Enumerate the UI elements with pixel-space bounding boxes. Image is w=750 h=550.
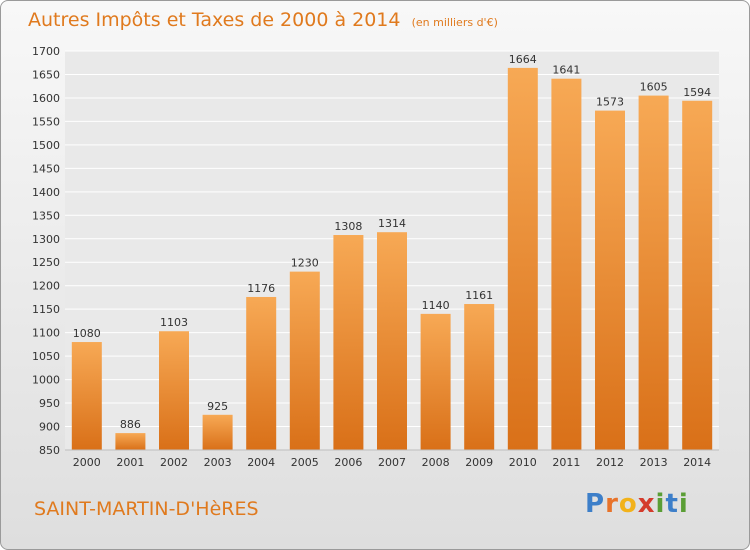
y-tick-label: 1100 xyxy=(32,327,60,340)
logo-letter: i xyxy=(678,489,689,519)
y-tick-label: 1650 xyxy=(32,68,60,81)
chart-title-main: Autres Impôts et Taxes de 2000 à 2014 xyxy=(28,9,401,31)
data-label: 1161 xyxy=(465,289,493,302)
y-tick-label: 1400 xyxy=(32,186,60,199)
bar xyxy=(551,78,582,450)
bar xyxy=(682,100,713,451)
logo-letter: t xyxy=(665,489,679,519)
bar xyxy=(595,110,625,450)
bar xyxy=(246,296,277,450)
x-tick-label: 2002 xyxy=(160,456,188,469)
y-tick-label: 1150 xyxy=(32,303,60,316)
x-tick-label: 2013 xyxy=(640,456,668,469)
y-tick-label: 1200 xyxy=(32,280,60,293)
data-label: 1641 xyxy=(552,64,580,77)
logo-letter: i xyxy=(655,489,666,519)
bar xyxy=(507,67,538,450)
bar xyxy=(638,95,669,450)
logo-letter: P xyxy=(585,489,606,519)
x-tick-label: 2011 xyxy=(552,456,580,469)
x-tick-label: 2010 xyxy=(509,456,537,469)
chart-title: Autres Impôts et Taxes de 2000 à 2014 (e… xyxy=(28,9,498,31)
data-label: 886 xyxy=(120,418,141,431)
y-tick-label: 1250 xyxy=(32,256,60,269)
data-label: 1176 xyxy=(247,282,275,295)
bar xyxy=(333,235,364,450)
bar xyxy=(420,313,451,450)
logo-letter: o xyxy=(618,489,638,519)
data-label: 1573 xyxy=(596,96,624,109)
data-label: 1314 xyxy=(378,217,406,230)
y-tick-label: 1300 xyxy=(32,233,60,246)
chart-title-unit: (en milliers d'€) xyxy=(411,16,498,29)
bar xyxy=(115,433,146,450)
y-tick-label: 1500 xyxy=(32,139,60,152)
x-tick-label: 2003 xyxy=(204,456,232,469)
proxiti-logo: Proxiti xyxy=(585,489,689,519)
y-tick-label: 1050 xyxy=(32,350,60,363)
data-label: 1605 xyxy=(640,81,668,94)
x-tick-label: 2009 xyxy=(465,456,493,469)
y-tick-label: 1000 xyxy=(32,374,60,387)
data-label: 1103 xyxy=(160,316,188,329)
data-label: 1140 xyxy=(422,299,450,312)
bar xyxy=(289,271,320,450)
x-tick-label: 2008 xyxy=(422,456,450,469)
y-tick-label: 950 xyxy=(39,397,60,410)
x-tick-label: 2004 xyxy=(247,456,275,469)
x-tick-label: 2006 xyxy=(334,456,362,469)
bar xyxy=(71,342,102,450)
data-label: 925 xyxy=(207,400,228,413)
y-tick-label: 1700 xyxy=(32,45,60,58)
location-label: SAINT-MARTIN-D'HèRES xyxy=(34,498,259,520)
logo-letter: r xyxy=(605,489,619,519)
bar xyxy=(377,232,407,450)
logo-letter: x xyxy=(637,489,656,519)
data-label: 1230 xyxy=(291,257,319,270)
x-tick-label: 2005 xyxy=(291,456,319,469)
data-label: 1594 xyxy=(683,86,711,99)
data-label: 1308 xyxy=(334,220,362,233)
y-tick-label: 1350 xyxy=(32,209,60,222)
y-tick-label: 1450 xyxy=(32,162,60,175)
x-tick-label: 2014 xyxy=(683,456,711,469)
x-tick-label: 2012 xyxy=(596,456,624,469)
data-label: 1080 xyxy=(73,327,101,340)
x-tick-label: 2007 xyxy=(378,456,406,469)
data-label: 1664 xyxy=(509,53,537,66)
y-tick-label: 850 xyxy=(39,444,60,457)
y-tick-label: 1600 xyxy=(32,92,60,105)
x-tick-label: 2001 xyxy=(116,456,144,469)
y-tick-label: 900 xyxy=(39,421,60,434)
bar xyxy=(159,331,189,450)
x-tick-label: 2000 xyxy=(73,456,101,469)
bar xyxy=(202,414,233,450)
y-tick-label: 1550 xyxy=(32,115,60,128)
bar xyxy=(464,304,495,450)
